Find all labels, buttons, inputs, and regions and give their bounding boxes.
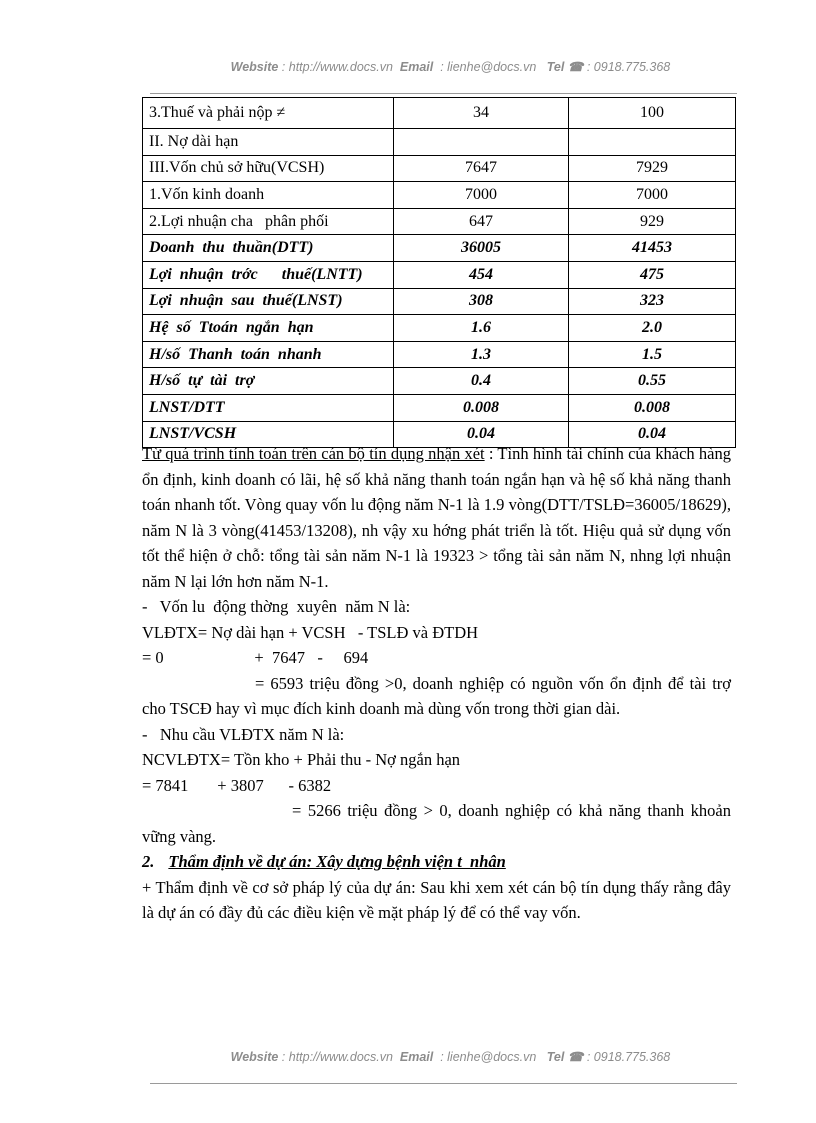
row-value-year1: 454 bbox=[393, 260, 569, 289]
row-label: 1.Vốn kinh doanh bbox=[142, 181, 394, 209]
row-label: LNST/DTT bbox=[142, 393, 394, 422]
formula-ncvldtx-result: = 5266 triệu đồng > 0, doanh nghiệp có k… bbox=[142, 801, 731, 846]
row-value-year2: 323 bbox=[568, 287, 736, 316]
row-label: H/số tự tài trợ bbox=[142, 367, 394, 395]
row-value-year2: 1.5 bbox=[568, 340, 736, 369]
row-value-year2: 2.0 bbox=[568, 314, 736, 342]
bullet-ncvldtx: - Nhu cầu VLĐTX năm N là: bbox=[142, 724, 345, 744]
table-row: III.Vốn chủ sở hữu(VCSH) 7647 7929 bbox=[142, 154, 736, 183]
row-value-year1: 1.6 bbox=[393, 314, 569, 342]
table-row: Hệ số Ttoán ngắn hạn 1.6 2.0 bbox=[142, 314, 736, 342]
row-value-year2: 7000 bbox=[568, 181, 736, 209]
row-label: Doanh thu thuần(DTT) bbox=[142, 234, 394, 262]
row-label: H/số Thanh toán nhanh bbox=[142, 340, 394, 369]
row-value-year1: 36005 bbox=[393, 234, 569, 262]
table-row: 1.Vốn kinh doanh 7000 7000 bbox=[142, 181, 736, 209]
row-value-year2 bbox=[568, 128, 736, 156]
row-value-year1: 0.008 bbox=[393, 393, 569, 422]
section-number: 2. bbox=[142, 852, 155, 871]
header-tel-label: Tel bbox=[546, 60, 568, 74]
row-value-year2: 7929 bbox=[568, 154, 736, 183]
row-value-year1: 7647 bbox=[393, 154, 569, 183]
page-footer: Website : http://www.docs.vn Email : lie… bbox=[150, 1035, 737, 1084]
row-value-year2: 0.55 bbox=[568, 367, 736, 395]
row-value-year2: 929 bbox=[568, 207, 736, 236]
table-row: 3.Thuế và phải nộp ≠ 34 100 bbox=[142, 97, 736, 129]
footer-website-label: Website bbox=[230, 1050, 279, 1064]
table-row: Lợi nhuận trớc thuế(LNTT) 454 475 bbox=[142, 260, 736, 289]
formula-ncvldtx-values: = 7841 + 3807 - 6382 bbox=[142, 775, 332, 795]
phone-icon: ☎ bbox=[567, 60, 584, 74]
row-value-year2: 475 bbox=[568, 260, 736, 289]
row-value-year1: 34 bbox=[393, 97, 569, 129]
row-value-year1: 308 bbox=[393, 287, 569, 316]
section-heading: 2. Thẩm định về dự án: Xây dựng bệnh viện… bbox=[142, 849, 731, 875]
section-title: Thẩm định về dự án: Xây dựng bệnh viện t… bbox=[168, 852, 506, 871]
row-value-year2: 41453 bbox=[568, 234, 736, 262]
analysis-text: : Tình hình tài chính của khách hàng ổn … bbox=[142, 444, 731, 591]
row-label: LNST/VCSH bbox=[142, 420, 394, 449]
analysis-paragraph: Từ quá trình tính toán trên cán bộ tín d… bbox=[142, 441, 731, 594]
phone-icon: ☎ bbox=[567, 1050, 584, 1064]
header-website-value: : http://www.docs.vn bbox=[278, 60, 400, 74]
row-value-year2: 0.04 bbox=[568, 420, 736, 449]
footer-tel-value: : 0918.775.368 bbox=[583, 1050, 671, 1064]
footer-email-value: : lienhe@docs.vn bbox=[433, 1050, 547, 1064]
row-value-year1: 7000 bbox=[393, 181, 569, 209]
row-label: Lợi nhuận sau thuế(LNST) bbox=[142, 287, 394, 316]
table-row: H/số tự tài trợ 0.4 0.55 bbox=[142, 367, 736, 395]
table-row: LNST/DTT 0.008 0.008 bbox=[142, 393, 736, 422]
page-header: Website : http://www.docs.vn Email : lie… bbox=[150, 45, 737, 94]
financial-table: 3.Thuế và phải nộp ≠ 34 100 II. Nợ dài h… bbox=[142, 97, 736, 449]
row-value-year1 bbox=[393, 128, 569, 156]
footer-website-value: : http://www.docs.vn bbox=[278, 1050, 400, 1064]
row-label: Hệ số Ttoán ngắn hạn bbox=[142, 314, 394, 342]
row-value-year1: 1.3 bbox=[393, 340, 569, 369]
row-value-year1: 0.04 bbox=[393, 420, 569, 449]
table-row: 2.Lợi nhuận cha phân phối 647 929 bbox=[142, 207, 736, 236]
row-label: 2.Lợi nhuận cha phân phối bbox=[142, 207, 394, 236]
table-row: Lợi nhuận sau thuế(LNST) 308 323 bbox=[142, 287, 736, 316]
header-email-value: : lienhe@docs.vn bbox=[433, 60, 547, 74]
table-row: H/số Thanh toán nhanh 1.3 1.5 bbox=[142, 340, 736, 369]
table-row: II. Nợ dài hạn bbox=[142, 128, 736, 156]
legal-appraisal-paragraph: + Thẩm định về cơ sở pháp lý của dự án: … bbox=[142, 877, 731, 923]
footer-tel-label: Tel bbox=[546, 1050, 568, 1064]
header-email-label: Email bbox=[399, 60, 434, 74]
row-value-year2: 0.008 bbox=[568, 393, 736, 422]
analysis-lead-underlined: Từ quá trình tính toán trên cán bộ tín d… bbox=[142, 444, 485, 463]
document-body: Từ quá trình tính toán trên cán bộ tín d… bbox=[142, 441, 731, 926]
header-website-label: Website bbox=[230, 60, 279, 74]
formula-vldtx-values: = 0 + 7647 - 694 bbox=[142, 648, 369, 667]
row-label: II. Nợ dài hạn bbox=[142, 128, 394, 156]
row-value-year1: 647 bbox=[393, 207, 569, 236]
formula-ncvldtx: NCVLĐTX= Tồn kho + Phải thu - Nợ ngắn hạ… bbox=[142, 750, 461, 769]
row-label: III.Vốn chủ sở hữu(VCSH) bbox=[142, 154, 394, 183]
formula-vldtx-result: = 6593 triệu đồng >0, doanh nghiệp có ng… bbox=[142, 673, 731, 719]
row-value-year1: 0.4 bbox=[393, 367, 569, 395]
row-label: 3.Thuế và phải nộp ≠ bbox=[142, 97, 394, 129]
formula-vldtx: VLĐTX= Nợ dài hạn + VCSH - TSLĐ và ĐTDH bbox=[142, 622, 479, 642]
bullet-working-capital: - Vốn lu động thờng xuyên năm N là: bbox=[142, 597, 411, 616]
row-label: Lợi nhuận trớc thuế(LNTT) bbox=[142, 260, 394, 289]
table-row: LNST/VCSH 0.04 0.04 bbox=[142, 420, 736, 449]
table-row: Doanh thu thuần(DTT) 36005 41453 bbox=[142, 234, 736, 262]
header-tel-value: : 0918.775.368 bbox=[583, 60, 671, 74]
footer-email-label: Email bbox=[399, 1050, 434, 1064]
row-value-year2: 100 bbox=[568, 97, 736, 129]
